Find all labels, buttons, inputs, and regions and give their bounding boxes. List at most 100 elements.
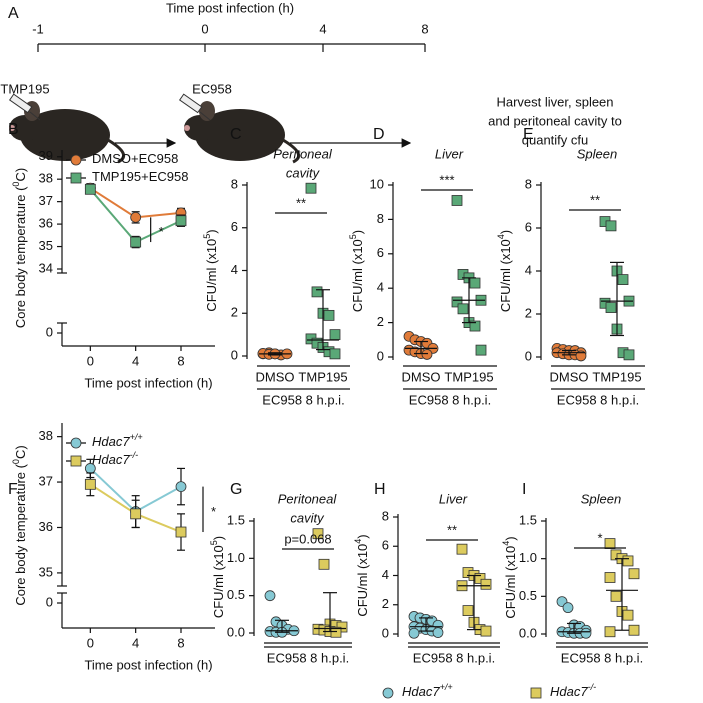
y-tick-label: 8 bbox=[377, 211, 384, 226]
y-axis-label-part: CFU/ml (x10 bbox=[503, 546, 518, 619]
y-tick-label: 0 bbox=[382, 625, 389, 640]
y-tick-label: 2 bbox=[377, 314, 384, 329]
y-axis-label-part: 4 bbox=[353, 539, 363, 544]
data-point bbox=[264, 590, 276, 602]
panel-title: cavity bbox=[286, 165, 321, 180]
significance: ** bbox=[590, 192, 600, 207]
y-axis-label-part: CFU/ml (x10 bbox=[355, 544, 370, 617]
panel-title: Liver bbox=[435, 146, 464, 161]
y-axis-label-part: ) bbox=[211, 536, 226, 540]
legend-label-part: Hdac7 bbox=[402, 684, 440, 699]
significance: * bbox=[211, 504, 216, 519]
data-point bbox=[451, 296, 463, 308]
group-label: EC958 8 h.p.i. bbox=[413, 650, 495, 665]
data-point bbox=[330, 626, 342, 638]
legend-label-part: DMSO+EC958 bbox=[92, 151, 178, 166]
y-tick-label: 37 bbox=[39, 193, 53, 208]
y-axis-label-part: 0 bbox=[11, 459, 21, 464]
y-tick-label: 1.5 bbox=[227, 512, 245, 527]
data-point bbox=[575, 350, 587, 362]
group-label: EC958 8 h.p.i. bbox=[262, 392, 344, 407]
panel-label: H bbox=[374, 481, 386, 498]
y-tick-label: 38 bbox=[39, 171, 53, 186]
panel-title: Spleen bbox=[577, 146, 617, 161]
panel-title: cavity bbox=[290, 510, 325, 525]
y-tick-label: 0 bbox=[377, 348, 384, 363]
y-axis-label: CFU/ml (x105) bbox=[209, 536, 226, 618]
y-axis-label-part: 0 bbox=[11, 182, 21, 187]
y-tick-label: 0 bbox=[46, 324, 53, 339]
data-point bbox=[323, 309, 335, 321]
x-axis-label: Time post infection (h) bbox=[84, 375, 212, 390]
legend-label: Hdac7+/+ bbox=[92, 432, 143, 449]
data-point bbox=[462, 605, 474, 616]
data-point bbox=[480, 578, 492, 590]
data-point bbox=[475, 344, 487, 356]
y-tick-label: 6 bbox=[525, 219, 532, 234]
group-label: EC958 8 h.p.i. bbox=[561, 650, 643, 665]
legend-label-part: +/+ bbox=[130, 432, 143, 442]
y-tick-label: 1.5 bbox=[519, 512, 537, 527]
significance: p=0.068 bbox=[284, 531, 331, 546]
y-axis-label-part: ) bbox=[498, 230, 513, 234]
legend-label-part: Hdac7 bbox=[92, 434, 130, 449]
legend-label-part: Hdac7 bbox=[550, 684, 588, 699]
data-point bbox=[623, 349, 635, 361]
data-point bbox=[469, 320, 481, 332]
panel-title: Spleen bbox=[581, 491, 621, 506]
data-point bbox=[175, 526, 187, 538]
x-tick-label: DMSO bbox=[402, 369, 441, 384]
x-tick-label: 8 bbox=[177, 353, 184, 368]
data-point bbox=[329, 329, 341, 341]
data-point bbox=[605, 302, 617, 313]
data-point bbox=[604, 538, 616, 549]
data-point bbox=[610, 590, 622, 602]
panel-title: Liver bbox=[439, 491, 468, 506]
syringe bbox=[178, 93, 211, 121]
data-point bbox=[318, 558, 330, 570]
data-point bbox=[469, 277, 481, 289]
y-axis-label-part: 4 bbox=[501, 541, 511, 546]
x-tick-label: 0 bbox=[87, 635, 94, 650]
timeline-tick-label: 8 bbox=[421, 21, 428, 36]
y-tick-label: 0.0 bbox=[519, 625, 537, 640]
y-tick-label: 35 bbox=[39, 564, 53, 579]
data-point bbox=[130, 508, 142, 520]
y-tick-label: 0 bbox=[231, 347, 238, 362]
x-tick-label: 8 bbox=[177, 635, 184, 650]
data-point bbox=[604, 626, 616, 638]
y-axis-label-part: 4 bbox=[496, 234, 506, 239]
data-point bbox=[84, 478, 96, 490]
data-point bbox=[628, 568, 640, 580]
y-axis-label: CFU/ml (x104) bbox=[353, 534, 370, 616]
data-point bbox=[580, 627, 592, 639]
x-tick-label: DMSO bbox=[256, 369, 295, 384]
y-tick-label: 0.0 bbox=[227, 624, 245, 639]
treatment-label: EC958 bbox=[192, 81, 232, 96]
y-axis-label-part: ) bbox=[503, 536, 518, 540]
y-axis-label-part: Core body temperature ( bbox=[13, 186, 28, 328]
y-axis-label-part: ) bbox=[204, 229, 219, 233]
data-point bbox=[329, 348, 341, 360]
y-axis-label: Core body temperature (0C) bbox=[11, 445, 28, 605]
y-tick-label: 4 bbox=[377, 280, 384, 295]
significance: * bbox=[159, 224, 164, 239]
significance: * bbox=[597, 530, 602, 545]
y-tick-label: 10 bbox=[370, 176, 384, 191]
y-tick-label: 0.5 bbox=[519, 588, 537, 603]
y-tick-label: 4 bbox=[382, 567, 389, 582]
x-tick-label: 4 bbox=[132, 353, 139, 368]
y-axis-label-part: CFU/ml (x10 bbox=[498, 239, 513, 312]
panel-label: F bbox=[8, 481, 18, 498]
y-tick-label: 6 bbox=[382, 538, 389, 553]
y-tick-label: 38 bbox=[39, 428, 53, 443]
x-tick-label: DMSO bbox=[550, 369, 589, 384]
y-tick-label: 8 bbox=[231, 176, 238, 191]
x-tick-label: 0 bbox=[87, 353, 94, 368]
data-point bbox=[311, 286, 323, 298]
y-tick-label: 36 bbox=[39, 519, 53, 534]
y-tick-label: 4 bbox=[231, 262, 238, 277]
legend-marker bbox=[70, 154, 82, 166]
panel-label: I bbox=[522, 481, 526, 498]
